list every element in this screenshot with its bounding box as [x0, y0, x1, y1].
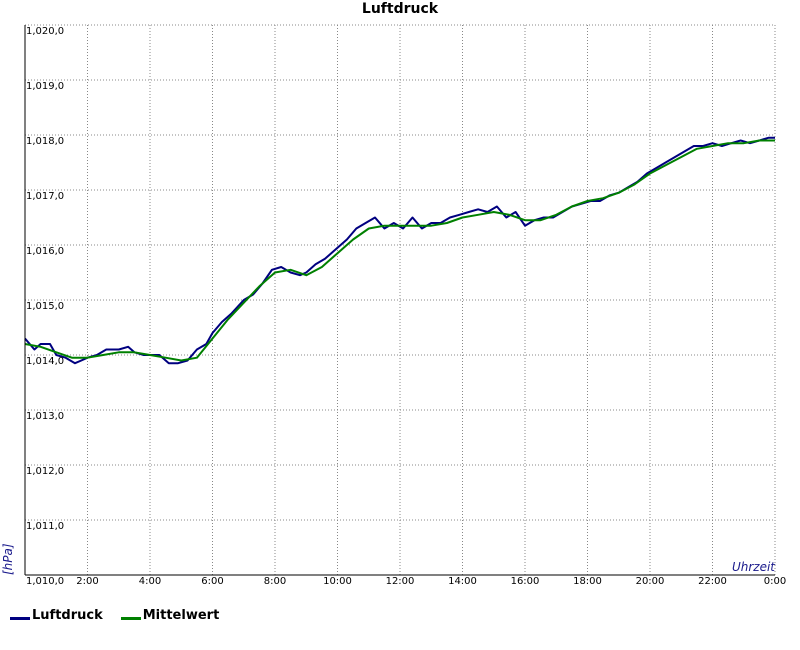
legend-item-mittelwert: Mittelwert [120, 608, 220, 623]
x-tick-label: 14:00 [448, 576, 477, 587]
legend-swatch-mittelwert [120, 617, 141, 620]
x-tick-label: 2:00 [76, 576, 98, 587]
axis-layer [24, 25, 775, 576]
y-tick-label: 1,016,0 [26, 246, 64, 257]
x-tick-label: 18:00 [573, 576, 602, 587]
y-tick-label: 1,011,0 [26, 521, 64, 532]
y-tick-label: 1,013,0 [26, 411, 64, 422]
grid-layer [25, 24, 776, 575]
y-tick-label: 1,018,0 [26, 136, 64, 147]
y-tick-label: 1,020,0 [26, 26, 64, 37]
x-tick-label: 4:00 [139, 576, 161, 587]
series-layer [24, 136, 775, 365]
y-tick-label: 1,012,0 [26, 466, 64, 477]
series-line-mittelwert [24, 139, 775, 362]
x-tick-label: 12:00 [386, 576, 415, 587]
y-tick-label: 1,017,0 [26, 191, 64, 202]
y-axis-label: [hPa] [1, 543, 15, 575]
legend-item-luftdruck: Luftdruck [10, 608, 103, 623]
y-tick-label: 1,010,0 [26, 576, 64, 587]
x-tick-label: 16:00 [511, 576, 540, 587]
y-tick-label: 1,019,0 [26, 81, 64, 92]
x-axis-label: Uhrzeit [732, 560, 776, 574]
x-tick-label: 0:00 [764, 576, 786, 587]
y-tick-label: 1,015,0 [26, 301, 64, 312]
tick-layer: 1,010,0 1,011,0 1,012,0 1,013,0 1,014,0 1,015… [26, 26, 786, 587]
x-tick-label: 20:00 [636, 576, 665, 587]
legend-swatch-luftdruck [10, 617, 30, 620]
y-tick-label: 1,014,0 [26, 356, 64, 367]
x-tick-label: 6:00 [201, 576, 223, 587]
chart-title: Luftdruck [362, 1, 439, 17]
x-tick-label: 8:00 [264, 576, 286, 587]
legend-label-mittelwert: Mittelwert [142, 608, 220, 623]
legend-label-luftdruck: Luftdruck [32, 608, 103, 623]
x-tick-label: 22:00 [698, 576, 727, 587]
legend: Luftdruck Mittelwert [10, 608, 219, 623]
x-tick-label: 10:00 [323, 576, 352, 587]
